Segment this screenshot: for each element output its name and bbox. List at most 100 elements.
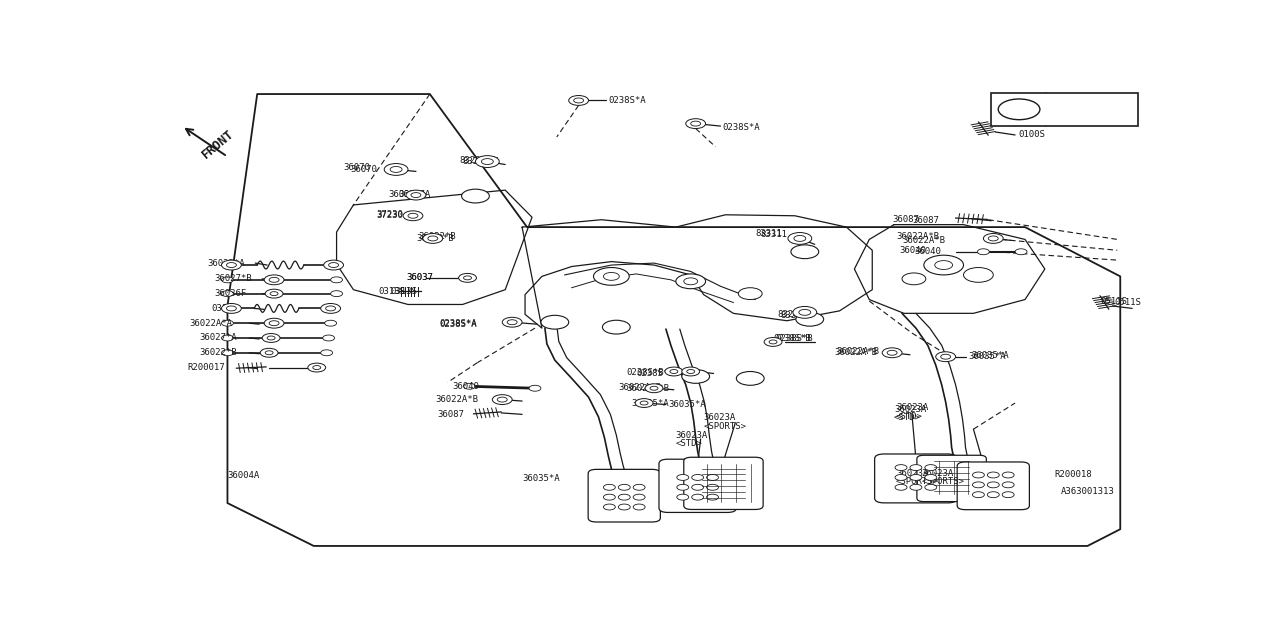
Text: 36040: 36040 — [899, 246, 925, 255]
Text: 0313S: 0313S — [379, 287, 404, 296]
Text: R200018: R200018 — [1055, 470, 1092, 479]
Circle shape — [324, 260, 343, 270]
Circle shape — [669, 369, 678, 374]
Circle shape — [603, 504, 616, 510]
Text: 36035*A: 36035*A — [972, 351, 1009, 360]
Circle shape — [794, 236, 806, 241]
Text: 0227S: 0227S — [1051, 103, 1087, 116]
Circle shape — [736, 371, 764, 385]
Text: 36037: 36037 — [406, 273, 433, 282]
Circle shape — [330, 291, 343, 296]
Circle shape — [264, 275, 284, 285]
Circle shape — [684, 278, 698, 285]
Circle shape — [384, 164, 408, 175]
Text: 36023A: 36023A — [895, 405, 927, 414]
Circle shape — [739, 288, 762, 300]
Text: 36070: 36070 — [351, 165, 378, 174]
Circle shape — [925, 465, 937, 470]
Text: <STD>: <STD> — [896, 412, 923, 421]
Circle shape — [910, 465, 922, 470]
Text: 0238S*B: 0238S*B — [636, 369, 673, 378]
Text: 36022*B: 36022*B — [416, 234, 453, 243]
Circle shape — [573, 98, 584, 103]
Text: <SPORTS>: <SPORTS> — [922, 477, 965, 486]
Text: 36022A*B: 36022A*B — [435, 395, 479, 404]
Circle shape — [887, 350, 897, 355]
Circle shape — [964, 268, 993, 282]
Text: 36070: 36070 — [343, 163, 370, 172]
Text: 36022*A: 36022*A — [207, 259, 246, 268]
Text: 36035*A: 36035*A — [668, 400, 705, 409]
Text: 36037A: 36037A — [388, 189, 420, 198]
Circle shape — [422, 234, 443, 243]
Circle shape — [1002, 472, 1014, 478]
Text: 1: 1 — [694, 372, 698, 381]
FancyBboxPatch shape — [991, 93, 1138, 126]
Circle shape — [428, 236, 438, 241]
Circle shape — [973, 482, 984, 488]
Circle shape — [936, 352, 956, 362]
Text: 1: 1 — [552, 317, 557, 326]
Circle shape — [895, 465, 908, 470]
Circle shape — [987, 472, 1000, 478]
Circle shape — [1002, 492, 1014, 498]
Text: 36023A: 36023A — [896, 469, 928, 478]
Circle shape — [987, 482, 1000, 488]
Circle shape — [325, 320, 337, 326]
Circle shape — [262, 333, 280, 342]
Circle shape — [764, 337, 782, 346]
Text: 0238S*A: 0238S*A — [722, 123, 760, 132]
Circle shape — [541, 316, 568, 329]
Circle shape — [640, 401, 648, 405]
Text: 0511S: 0511S — [1101, 296, 1128, 305]
FancyBboxPatch shape — [684, 457, 763, 509]
Text: 36022A*B: 36022A*B — [618, 383, 662, 392]
Text: 36022*B: 36022*B — [417, 232, 456, 241]
Circle shape — [924, 255, 964, 275]
Circle shape — [691, 121, 700, 126]
Circle shape — [269, 277, 279, 282]
FancyBboxPatch shape — [874, 454, 957, 503]
Circle shape — [618, 494, 630, 500]
Text: 0238S*B: 0238S*B — [773, 335, 810, 344]
Text: 0313S: 0313S — [390, 287, 417, 296]
Text: 83311: 83311 — [760, 230, 787, 239]
Circle shape — [568, 95, 589, 106]
Circle shape — [691, 474, 704, 481]
Circle shape — [221, 320, 233, 326]
FancyBboxPatch shape — [659, 460, 736, 513]
Circle shape — [227, 262, 237, 268]
Circle shape — [796, 312, 823, 326]
Circle shape — [882, 348, 902, 358]
Circle shape — [682, 367, 700, 376]
Text: 0238S*B: 0238S*B — [776, 335, 813, 344]
Circle shape — [978, 249, 989, 255]
Circle shape — [603, 320, 630, 334]
Text: R200017: R200017 — [188, 363, 225, 372]
Circle shape — [475, 156, 499, 168]
Circle shape — [321, 350, 333, 356]
Circle shape — [910, 474, 922, 481]
Circle shape — [792, 307, 817, 318]
Circle shape — [686, 118, 705, 129]
Text: 36023A: 36023A — [676, 431, 708, 440]
Circle shape — [265, 289, 283, 298]
Circle shape — [645, 384, 663, 393]
Circle shape — [270, 292, 278, 296]
Circle shape — [910, 484, 922, 490]
Text: 36022A*B: 36022A*B — [837, 348, 879, 356]
Circle shape — [321, 303, 340, 314]
Text: 1: 1 — [614, 323, 618, 332]
Text: 36037A: 36037A — [398, 189, 430, 198]
Circle shape — [269, 321, 279, 326]
Text: 0100S: 0100S — [1018, 131, 1044, 140]
Text: 36040: 36040 — [914, 247, 941, 256]
Text: 0238S*A: 0238S*A — [440, 319, 477, 328]
Text: 36022A*B: 36022A*B — [902, 236, 945, 245]
Circle shape — [691, 494, 704, 500]
Circle shape — [329, 262, 338, 268]
Text: 0511S: 0511S — [1115, 298, 1142, 307]
Circle shape — [925, 484, 937, 490]
Circle shape — [221, 260, 242, 270]
Circle shape — [260, 348, 278, 357]
